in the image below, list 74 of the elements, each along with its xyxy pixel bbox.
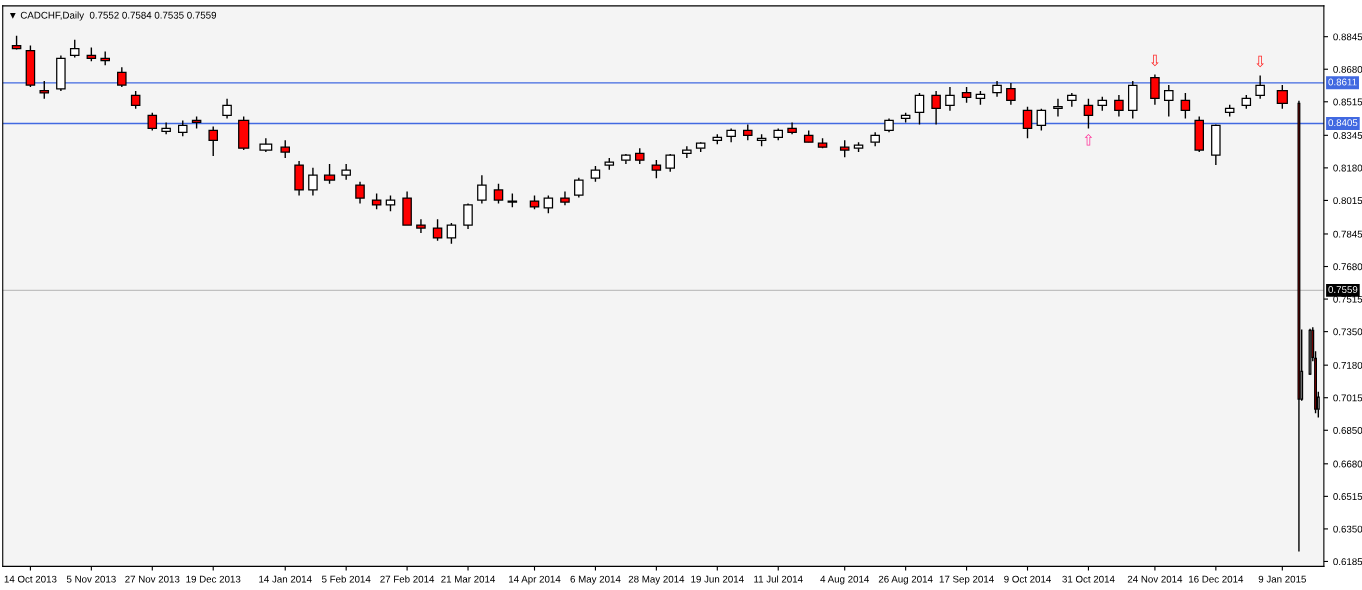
y-tick-label: 0.6185	[1333, 558, 1362, 566]
y-tick-label: 0.7350	[1333, 328, 1362, 336]
ref-line-label: 0.8611	[1328, 78, 1357, 86]
x-tick-label: 27 Nov 2013	[125, 575, 180, 583]
candlestick	[477, 174, 487, 205]
candlestick	[931, 90, 941, 126]
y-tick-label: 0.7680	[1333, 263, 1362, 271]
x-tick-label: 28 May 2014	[628, 575, 685, 585]
x-tick-label: 6 May 2014	[570, 575, 621, 585]
x-tick-label: 5 Feb 2014	[321, 575, 371, 583]
y-tick-label: 0.7515	[1333, 295, 1362, 303]
y-tick-label: 0.6515	[1333, 493, 1362, 500]
candlestick	[1053, 98, 1063, 118]
candlestick	[1036, 107, 1047, 132]
candlestick	[222, 98, 232, 120]
x-tick-label: 4 Aug 2014	[820, 575, 870, 585]
candlestick	[463, 202, 473, 230]
candlestick	[208, 125, 218, 157]
candlestick	[914, 92, 925, 126]
candlestick	[945, 86, 955, 112]
candlestick	[355, 180, 365, 205]
candlestick	[574, 177, 584, 199]
candlestick	[1022, 106, 1033, 139]
x-tick-label: 19 Dec 2013	[186, 575, 241, 583]
x-tick-label: 9 Oct 2014	[1004, 575, 1052, 583]
x-tick-label: 14 Oct 2013	[4, 575, 57, 583]
y-tick-label: 0.8515	[1333, 98, 1362, 106]
candlestick	[117, 66, 127, 88]
y-tick-label: 0.7015	[1333, 394, 1362, 402]
candlestick	[323, 163, 336, 185]
candlestick	[161, 121, 171, 136]
candlestick	[1006, 82, 1016, 106]
x-tick-label: 16 Dec 2014	[1189, 575, 1244, 583]
x-tick-label: 11 Jul 2014	[754, 575, 803, 583]
ref-line-label: 0.7559	[1328, 286, 1358, 293]
candlestick	[651, 159, 662, 179]
x-tick-label: 26 Aug 2014	[878, 575, 933, 585]
candlestick	[446, 222, 457, 245]
x-tick-label: 5 Nov 2013	[66, 575, 116, 583]
x-tick-label: 31 Oct 2014	[1062, 575, 1115, 583]
candlestick	[1255, 74, 1265, 100]
x-tick-label: 14 Apr 2014	[509, 575, 561, 585]
candlestick	[1150, 73, 1160, 106]
y-tick-label: 0.7180	[1333, 361, 1362, 369]
candlestick	[1180, 92, 1191, 120]
x-tick-label: 14 Jan 2014	[259, 575, 312, 583]
y-tick-label: 0.6680	[1333, 460, 1362, 468]
y-tick-label: 0.8180	[1333, 164, 1362, 172]
x-tick-label: 17 Sep 2014	[939, 575, 994, 585]
candlestick	[1083, 98, 1094, 130]
x-tick-label: 19 Jun 2014	[691, 575, 744, 583]
y-tick-label: 0.6350	[1333, 525, 1362, 533]
x-tick-label: 24 Nov 2014	[1127, 575, 1183, 583]
y-tick-label: 0.8845	[1333, 33, 1362, 41]
candlestick	[416, 218, 426, 234]
annotation: ⇩	[1151, 54, 1159, 67]
y-tick-label: 0.6850	[1333, 427, 1362, 434]
x-tick-label: 27 Feb 2014	[380, 575, 435, 583]
candlestick	[1276, 84, 1288, 110]
candlestick	[308, 167, 318, 197]
candlestick	[1163, 84, 1174, 118]
y-tick-label: 0.8680	[1333, 65, 1362, 73]
annotation: ⇧	[1084, 134, 1093, 146]
y-tick-label: 0.7845	[1333, 230, 1362, 238]
text: ▼ CADCHF,Daily 0.7552 0.7584 0.7535 0.7559	[9, 11, 217, 21]
candlestick	[493, 182, 504, 205]
annotation: ⇩	[1256, 55, 1264, 68]
candlestick	[432, 218, 443, 242]
x-tick-label: 9 Jan 2015	[1258, 575, 1306, 583]
x-tick-label: 21 Mar 2014	[441, 575, 496, 583]
candlestick	[1114, 94, 1124, 118]
y-tick-label: 0.8015	[1333, 197, 1362, 205]
ref-line-label: 0.8405	[1328, 119, 1358, 127]
y-tick-label: 0.8345	[1333, 132, 1362, 139]
